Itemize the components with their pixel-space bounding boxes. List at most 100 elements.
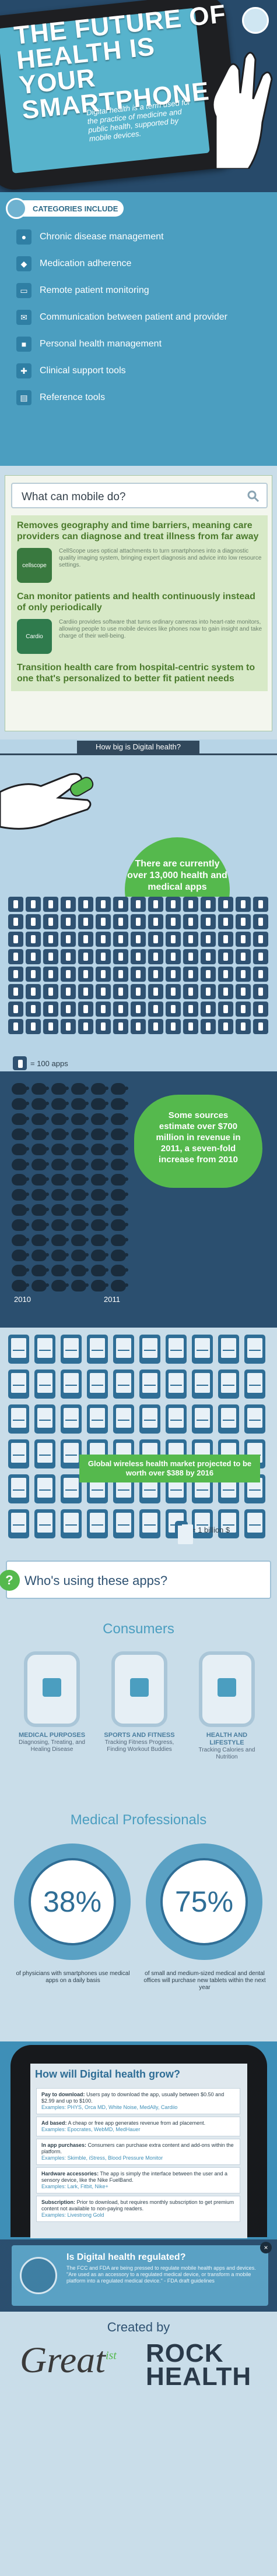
- consumer-lifestyle: HEALTH AND LIFESTYLE Tracking Calories a…: [189, 1651, 265, 1761]
- piggy-bank-icon: [111, 1204, 128, 1216]
- app-icon: [113, 897, 128, 912]
- hand-icon: [212, 52, 273, 169]
- phone-icon: [34, 1370, 55, 1399]
- grow-title: How will Digital health grow?: [35, 2068, 181, 2080]
- hero-section: THE FUTURE OF HEALTH IS YOUR SMARTPHONE …: [0, 0, 277, 192]
- app-icon: [253, 984, 268, 999]
- medical-professionals-section: Medical Professionals 38% 75% of physici…: [0, 1809, 277, 2041]
- pill-icon: ●: [16, 229, 31, 245]
- app-icon: [236, 949, 251, 964]
- consumers-title: Consumers: [103, 1621, 174, 1637]
- revenue-model-list: Pay to download: Users pay to download t…: [36, 2088, 240, 2224]
- app-icon: [78, 1019, 93, 1034]
- app-icon: [113, 914, 128, 929]
- medication-icon: ◆: [16, 256, 31, 271]
- app-icon: [218, 1019, 233, 1034]
- app-icon: [148, 1002, 163, 1017]
- piggy-bank-icon: [91, 1083, 108, 1095]
- app-icon: [43, 914, 58, 929]
- app-icon: [201, 914, 216, 929]
- mobile-card: What can mobile do? Removes geography an…: [5, 475, 272, 731]
- app-icon: [61, 984, 76, 999]
- piggy-bank-icon: [31, 1189, 49, 1201]
- app-icon: [253, 897, 268, 912]
- phone-icon: [244, 1335, 265, 1364]
- app-icon: [201, 1019, 216, 1034]
- phone-icon: [8, 1509, 29, 1538]
- app-icon: [96, 914, 111, 929]
- app-icon: [201, 967, 216, 982]
- app-icon: [166, 984, 181, 999]
- phone-icon: [34, 1509, 55, 1538]
- app-icon: [96, 984, 111, 999]
- app-icon: [96, 897, 111, 912]
- phone-icon: [244, 1370, 265, 1399]
- app-icon: [253, 1019, 268, 1034]
- app-icon: [8, 932, 23, 947]
- piggy-bank-icon: [71, 1280, 89, 1291]
- medpros-title: Medical Professionals: [70, 1812, 207, 1828]
- app-icon: [61, 1002, 76, 1017]
- app-icon: [43, 984, 58, 999]
- phone-icon: [139, 1335, 160, 1364]
- close-icon[interactable]: ×: [260, 2242, 272, 2253]
- apps-legend: = 100 apps: [13, 1056, 68, 1070]
- app-icon: [113, 932, 128, 947]
- category-item: ■ Personal health management: [16, 333, 273, 355]
- piggy-bank-icon: [31, 1144, 49, 1155]
- footer: Created by Greatist ROCK HEALTH: [0, 2312, 277, 2399]
- phone-icon: [8, 1474, 29, 1503]
- phone-icon: [218, 1335, 239, 1364]
- piggy-bank-icon: [51, 1144, 69, 1155]
- app-icon: [253, 967, 268, 982]
- piggy-bank-icon: [71, 1265, 89, 1276]
- app-icon: [96, 1002, 111, 1017]
- list-item: Hardware accessories: The app is simply …: [36, 2167, 240, 2193]
- app-icon: [218, 984, 233, 999]
- app-icon: [183, 1002, 198, 1017]
- piggy-bank-icon: [71, 1113, 89, 1125]
- app-icon: [148, 897, 163, 912]
- category-item: ◆ Medication adherence: [16, 253, 273, 275]
- created-by-label: Created by: [107, 2320, 170, 2334]
- app-icon: [61, 932, 76, 947]
- app-icon: [61, 1019, 76, 1034]
- piggy-bank-icon: [31, 1098, 49, 1110]
- category-item: ● Chronic disease management: [16, 226, 273, 248]
- app-icon: [236, 932, 251, 947]
- phone-icon: [192, 1370, 213, 1399]
- phone-icon: [87, 1335, 108, 1364]
- app-icon: [201, 1002, 216, 1017]
- app-icon: [183, 897, 198, 912]
- app-icon: [218, 932, 233, 947]
- app-icon: [26, 1002, 41, 1017]
- year-2010-label: 2010: [14, 1295, 31, 1304]
- piggy-bank-icon: [31, 1204, 49, 1216]
- apps-grid-section: = 100 apps: [0, 897, 277, 1071]
- app-icon: [131, 932, 146, 947]
- app-icon: [78, 932, 93, 947]
- runner-icon: [111, 1651, 167, 1727]
- piggy-bank-icon: [51, 1159, 69, 1170]
- piggy-bank-icon: [91, 1189, 108, 1201]
- app-icon: [218, 949, 233, 964]
- app-icon: [218, 914, 233, 929]
- category-list: ● Chronic disease management ◆ Medication …: [16, 226, 273, 413]
- hand-holding-pill-icon: [0, 773, 94, 830]
- search-box[interactable]: What can mobile do?: [11, 483, 268, 508]
- infographic: THE FUTURE OF HEALTH IS YOUR SMARTPHONE …: [0, 0, 277, 2399]
- consumers-section: Consumers MEDICAL PURPOSES Diagnosing, T…: [0, 1616, 277, 1809]
- app-icon: [166, 949, 181, 964]
- app-icon: [43, 967, 58, 982]
- piggy-bank-icon: [71, 1128, 89, 1140]
- cellscope-logo: cellscope: [17, 548, 52, 583]
- phone-icon: [87, 1509, 108, 1538]
- piggy-bank-icon: [51, 1083, 69, 1095]
- app-icon: [8, 1002, 23, 1017]
- piggy-bank-icon: [71, 1204, 89, 1216]
- market-section: Global wireless health market projected …: [0, 1328, 277, 1549]
- app-icon: [148, 1019, 163, 1034]
- stat-ring-75: 75%: [146, 1843, 262, 1960]
- app-icon: [131, 1019, 146, 1034]
- app-icon: [148, 932, 163, 947]
